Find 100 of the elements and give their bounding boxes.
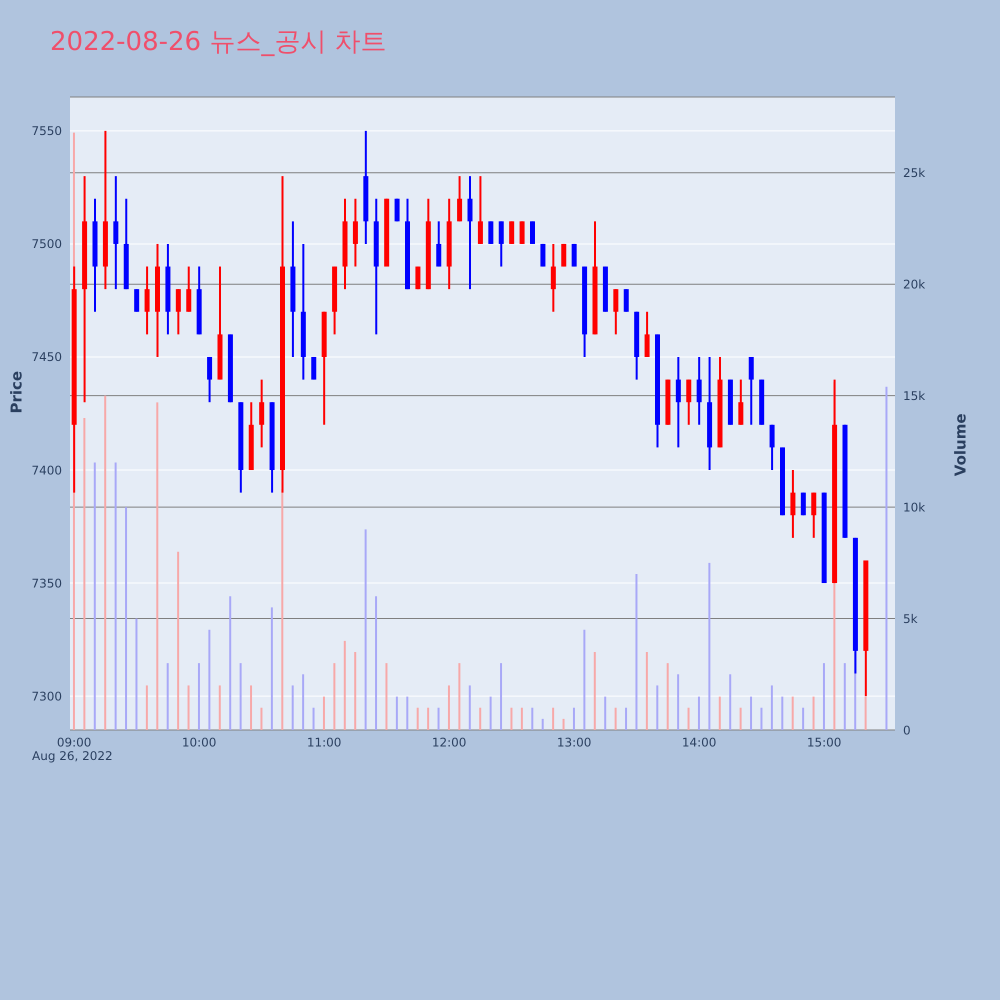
candlestick — [770, 424, 775, 472]
y2-axis-title: Volume — [951, 414, 970, 476]
bar — [583, 630, 586, 730]
bar — [406, 696, 408, 730]
bar — [572, 708, 575, 730]
candlestick — [738, 378, 744, 426]
candlestick — [468, 175, 472, 290]
bar — [385, 663, 388, 730]
bar — [729, 674, 732, 730]
y2-tick-label: 5k — [903, 612, 918, 626]
x-tick-label: 14:00 — [682, 736, 716, 750]
bar — [364, 529, 367, 730]
y-tick-label: 7300 — [31, 689, 62, 704]
bar — [677, 674, 680, 730]
candlestick — [613, 288, 618, 336]
bar — [354, 652, 356, 730]
bar — [844, 663, 846, 730]
y2-tick-label: 10k — [903, 500, 926, 514]
bar — [322, 696, 325, 730]
y2-tick-label: 20k — [903, 277, 926, 292]
y2-tick-label: 25k — [903, 166, 926, 180]
candlestick — [176, 288, 181, 336]
bar — [666, 663, 669, 730]
bar — [770, 685, 773, 730]
bar — [458, 663, 460, 730]
bar — [125, 507, 128, 730]
bar — [594, 652, 596, 730]
bar — [646, 652, 648, 730]
x-tick-label: 12:00 — [432, 736, 466, 750]
bar — [520, 708, 523, 730]
candlestick — [676, 356, 681, 448]
candlestick — [352, 198, 358, 268]
bar — [812, 696, 815, 730]
bar — [375, 596, 378, 730]
bar — [688, 708, 690, 730]
bar — [635, 574, 638, 730]
bar — [468, 685, 471, 730]
bar — [822, 663, 825, 730]
y-axis-title: Price — [7, 370, 26, 414]
bar — [229, 596, 232, 730]
candlestick — [144, 266, 150, 336]
text: Aug 26, 2022 — [32, 749, 113, 763]
y2-tick-label: 15k — [903, 388, 926, 403]
bar — [177, 552, 180, 730]
bar — [708, 562, 710, 730]
bar — [604, 696, 606, 730]
bar — [718, 696, 721, 730]
bar — [114, 462, 117, 730]
bar — [500, 663, 502, 730]
candlestick — [644, 310, 650, 358]
bar — [83, 418, 86, 730]
chart-title: 2022-08-26 뉴스_공시 차트 — [50, 26, 387, 59]
bar — [427, 708, 430, 730]
bar — [750, 696, 752, 730]
bar — [146, 685, 148, 730]
bar — [740, 708, 742, 730]
bar — [198, 663, 200, 730]
x-tick-label: 13:00 — [556, 736, 592, 750]
bar — [562, 718, 565, 730]
bar — [166, 663, 169, 730]
candlestick — [478, 175, 483, 245]
y-tick-label: 7350 — [31, 576, 62, 590]
bar — [260, 708, 262, 730]
bar — [531, 708, 534, 730]
candlestick — [113, 175, 118, 290]
bar — [302, 674, 304, 730]
bar — [510, 708, 512, 730]
x-tick-label: 09:00 — [56, 736, 92, 750]
x-tick-label: 15:00 — [806, 736, 842, 750]
bar — [270, 607, 273, 730]
bar — [448, 685, 450, 730]
bar — [479, 708, 482, 730]
bar — [240, 663, 242, 730]
bar — [760, 708, 762, 730]
candlestick — [207, 356, 212, 404]
bar — [312, 708, 315, 730]
bar — [490, 696, 492, 730]
bar — [396, 696, 398, 730]
bar — [416, 708, 419, 730]
candlestick — [498, 220, 504, 268]
candlestick — [686, 378, 692, 426]
x-tick-label: 10:00 — [182, 736, 216, 750]
candlestick — [550, 242, 556, 313]
bar — [552, 708, 554, 730]
candlestick — [186, 266, 192, 313]
candlestick — [457, 175, 462, 222]
candlestick — [436, 220, 442, 268]
candlestick — [696, 356, 702, 426]
bar — [250, 685, 252, 730]
bar — [438, 708, 440, 730]
candlestick — [811, 492, 816, 539]
candlestick — [748, 356, 754, 426]
bar — [885, 386, 888, 730]
bar — [802, 708, 804, 730]
bar — [156, 402, 158, 730]
candlestick — [790, 469, 796, 539]
y-tick-label: 7450 — [31, 350, 62, 364]
bar — [208, 630, 210, 730]
y-tick-label: 7400 — [31, 463, 62, 478]
bar — [542, 718, 544, 730]
